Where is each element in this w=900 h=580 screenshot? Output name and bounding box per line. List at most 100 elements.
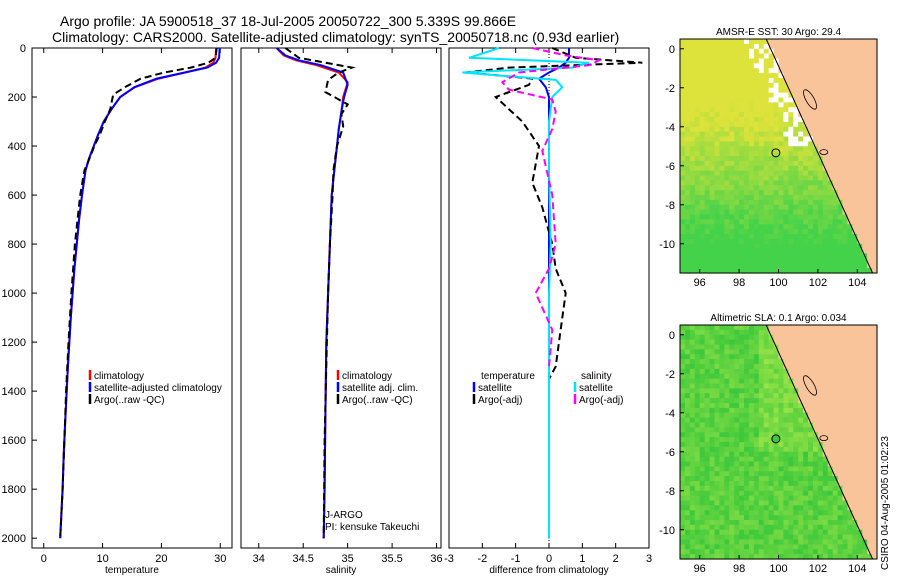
map-cell [768, 500, 775, 506]
map-cell [714, 136, 720, 142]
map-cell [680, 461, 686, 467]
map-cell [689, 112, 696, 118]
map-cell [689, 505, 696, 511]
map-cell [827, 325, 834, 331]
map-cell [778, 112, 785, 118]
map-cell [778, 515, 785, 521]
map-cell [808, 190, 814, 196]
map-cell [778, 268, 785, 274]
map-cell [808, 373, 814, 380]
map-cell [822, 466, 829, 472]
map-cell [768, 485, 775, 492]
map-cell [724, 456, 730, 463]
map-cell [798, 92, 804, 99]
map-cell [763, 107, 770, 113]
map-cell [744, 354, 750, 360]
map-cell [793, 446, 799, 453]
map-cell [719, 334, 725, 341]
map-cell [719, 165, 725, 172]
map-cell [768, 456, 775, 463]
map-cell [739, 190, 745, 196]
map-cell [758, 325, 765, 331]
map-cell [832, 549, 839, 555]
map-cell [842, 175, 849, 181]
map-cell [832, 224, 839, 230]
map-cell [709, 349, 716, 355]
map-cell [857, 73, 863, 79]
map-cell [763, 224, 770, 230]
map-cell [857, 87, 863, 94]
map-cell [704, 204, 711, 211]
map-cell [773, 253, 780, 259]
map-cell [714, 554, 720, 560]
map-cell [852, 107, 858, 113]
map-cell [694, 539, 701, 545]
map-cell [847, 432, 853, 438]
map-cell [872, 238, 878, 245]
map-cell [768, 136, 775, 142]
map-cell [788, 78, 794, 84]
map-cell [709, 476, 716, 482]
map-cell [847, 442, 853, 448]
map-cell [827, 63, 834, 69]
map-cell [798, 141, 804, 147]
map-cell [817, 204, 824, 211]
map-cell [763, 141, 770, 147]
map-cell [753, 432, 760, 438]
map-cell [753, 373, 760, 380]
map-cell [739, 349, 745, 355]
map-cell [709, 131, 716, 138]
map-cell [827, 156, 834, 162]
map-cell [852, 495, 858, 502]
map-cell [812, 495, 819, 502]
map-cell [773, 151, 780, 157]
map-cell [694, 53, 701, 60]
map-cell [724, 510, 730, 516]
map-cell [788, 383, 794, 389]
map-cell [778, 204, 785, 211]
map-cell [837, 393, 844, 399]
map-cell [827, 92, 834, 99]
map-cell [872, 112, 878, 118]
map-cell [739, 229, 745, 235]
map-cell [847, 48, 853, 55]
map-cell [748, 195, 755, 201]
map-cell [694, 422, 701, 428]
map-cell [837, 102, 844, 108]
x-tick-label: 104 [848, 277, 866, 289]
map-cell [719, 422, 725, 428]
map-cell [842, 234, 849, 240]
map-cell [724, 248, 730, 255]
map-cell [699, 180, 706, 186]
map-cell [719, 73, 725, 79]
map-cell [847, 412, 853, 419]
map-cell [867, 165, 873, 172]
map-cell [699, 520, 706, 526]
map-cell [827, 388, 834, 394]
map-cell [832, 412, 839, 419]
map-cell [783, 549, 789, 555]
map-cell [847, 456, 853, 463]
map-cell [719, 92, 725, 99]
map-cell [758, 534, 765, 541]
map-cell [812, 73, 819, 79]
map-cell [734, 151, 740, 157]
map-cell [684, 471, 691, 477]
map-cell [808, 126, 814, 133]
map-cell [778, 403, 785, 409]
map-cell [852, 403, 858, 409]
map-cell [852, 268, 858, 274]
map-cell [699, 378, 706, 385]
map-cell [852, 68, 858, 74]
map-cell [753, 263, 760, 269]
map-cell [862, 373, 868, 380]
map-cell [822, 539, 829, 545]
map-cell [684, 126, 691, 133]
map-cell [748, 53, 755, 60]
map-cell [729, 368, 735, 375]
map-cell [847, 39, 853, 45]
map-cell [822, 180, 829, 186]
map-cell [783, 329, 789, 336]
map-cell [867, 68, 873, 74]
map-cell [739, 539, 745, 545]
